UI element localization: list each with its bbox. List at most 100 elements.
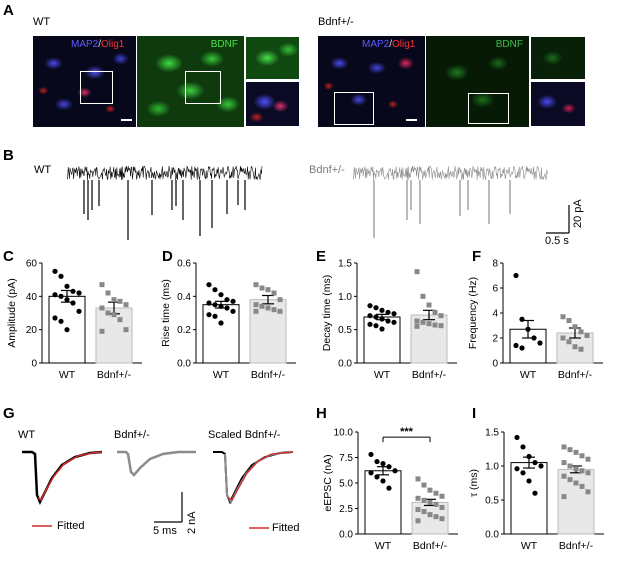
micrograph-wt-map2-olig1: MAP2/Olig1 <box>33 36 136 127</box>
data-point-het <box>426 321 432 327</box>
data-point-wt <box>385 318 391 324</box>
data-point-wt <box>391 311 397 317</box>
data-point-het <box>578 346 584 352</box>
data-point-wt <box>218 292 224 298</box>
y-axis-label: Amplitude (pA) <box>6 278 18 347</box>
data-point-wt <box>514 434 520 441</box>
data-point-wt <box>520 444 526 450</box>
y-tick-label: 0.2 <box>177 325 191 336</box>
data-point-wt <box>379 326 385 332</box>
data-point-het <box>253 308 259 314</box>
data-point-het <box>414 323 420 329</box>
y-tick-label: 5.0 <box>339 479 353 490</box>
panel-b-traces <box>66 165 570 240</box>
data-point-het <box>426 302 432 308</box>
data-point-het <box>420 319 426 325</box>
data-point-het <box>427 487 433 493</box>
data-point-het <box>579 483 585 489</box>
stain-separator: / <box>389 39 393 50</box>
y-tick-label: 4 <box>492 309 498 320</box>
significance-label: *** <box>400 426 414 438</box>
data-point-het <box>421 482 427 488</box>
y-tick-label: 60 <box>26 259 38 270</box>
y-tick-label: 0 <box>31 359 37 370</box>
bdnf-label: BDNF <box>495 39 523 50</box>
data-point-het <box>573 449 579 455</box>
panel-g-scaled-title: Scaled Bdnf+/- <box>208 429 281 441</box>
data-point-het <box>259 303 265 309</box>
data-point-het <box>265 305 271 311</box>
x-tick-label: Bdnf+/- <box>558 369 593 381</box>
panel-g-het-title: Bdnf+/- <box>114 429 150 441</box>
data-point-het <box>432 309 438 315</box>
data-point-wt <box>224 305 230 311</box>
data-point-wt <box>206 300 212 306</box>
data-point-het <box>265 287 271 293</box>
data-point-wt <box>367 303 373 309</box>
y-tick-label: 0.6 <box>177 259 191 270</box>
y-tick-label: 40 <box>26 292 38 303</box>
x-tick-label: WT <box>374 369 391 381</box>
data-point-wt <box>64 283 70 289</box>
y-tick-label: 0.4 <box>177 292 191 303</box>
data-point-wt <box>212 302 218 308</box>
data-point-het <box>253 282 259 288</box>
data-point-wt <box>379 316 385 322</box>
x-tick-label: WT <box>375 540 392 552</box>
data-point-het <box>566 339 572 345</box>
bar-charts-row-1: 0 20 40 60 Amplitude (pA) WT Bdnf+/- 0.0 0.2 0.4 0… <box>6 259 603 381</box>
data-point-het <box>420 293 426 299</box>
panel-label-f: F <box>472 248 482 265</box>
data-point-het <box>585 470 591 476</box>
y-tick-label: 0.0 <box>177 359 191 370</box>
map2-label: MAP2 <box>71 39 99 50</box>
chart-F: 0 2 4 6 8 Frequency (Hz) WT Bdnf+/- <box>467 259 603 381</box>
bar-wt <box>510 462 548 535</box>
x-tick-label: Bdnf+/- <box>412 369 447 381</box>
scaled-eepsc-trace <box>213 451 294 505</box>
y-tick-label: 2 <box>492 334 498 345</box>
data-point-het <box>566 318 572 323</box>
data-point-wt <box>391 319 397 325</box>
y-tick-label: 8 <box>492 259 498 270</box>
het-eepsc-trace <box>117 450 196 477</box>
y-tick-label: 20 <box>26 325 38 336</box>
data-point-wt <box>58 293 64 299</box>
data-point-wt <box>230 308 236 314</box>
data-point-het <box>277 297 283 303</box>
wt-trace <box>66 165 263 240</box>
data-point-wt <box>230 298 236 304</box>
data-point-wt <box>218 303 224 309</box>
data-point-het <box>573 480 579 486</box>
data-point-wt <box>526 453 532 460</box>
data-point-het <box>567 447 573 453</box>
data-point-wt <box>532 490 538 496</box>
y-axis-label: τ (ms) <box>468 469 480 497</box>
data-point-wt <box>70 288 76 294</box>
data-point-wt <box>212 313 218 319</box>
panel-b-scalebar <box>546 205 570 234</box>
data-point-wt <box>373 323 379 329</box>
x-tick-label: Bdnf+/- <box>97 369 132 381</box>
x-tick-label: WT <box>520 369 537 381</box>
y-tick-label: 0.5 <box>338 325 352 336</box>
panel-g-eepsc-traces <box>22 450 294 529</box>
data-point-het <box>99 305 105 311</box>
data-point-het <box>117 298 123 304</box>
panel-a-wt-title: WT <box>33 16 51 28</box>
data-point-wt <box>52 292 58 298</box>
data-point-het <box>421 497 427 503</box>
y-axis-label: Frequency (Hz) <box>467 277 479 349</box>
panel-label-c: C <box>3 248 14 265</box>
data-point-het <box>561 473 567 479</box>
wt-eepsc-trace <box>22 450 103 505</box>
data-point-wt <box>519 316 525 322</box>
panel-label-e: E <box>316 248 327 265</box>
data-point-wt <box>212 287 218 293</box>
data-point-wt <box>52 268 58 274</box>
data-point-wt <box>380 478 386 484</box>
panel-label-b: B <box>3 147 14 164</box>
olig1-label: Olig1 <box>392 39 416 50</box>
micrograph-het-inset-bdnf <box>530 36 586 80</box>
bdnf-label: BDNF <box>210 39 238 50</box>
